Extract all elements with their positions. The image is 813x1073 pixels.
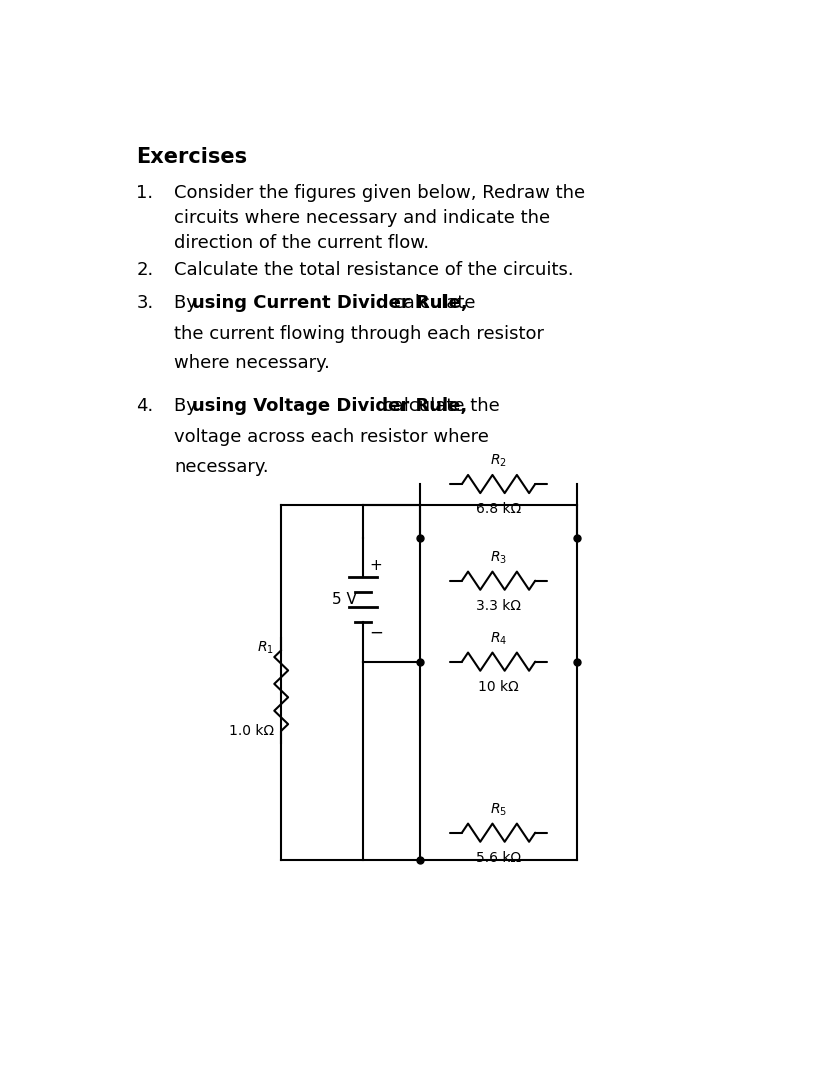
Text: 5.6 kΩ: 5.6 kΩ — [476, 851, 521, 865]
Text: calculate the: calculate the — [377, 397, 500, 415]
Text: 3.3 kΩ: 3.3 kΩ — [476, 599, 521, 613]
Text: Calculate the total resistance of the circuits.: Calculate the total resistance of the ci… — [174, 261, 574, 279]
Text: necessary.: necessary. — [174, 457, 269, 475]
Text: 2.: 2. — [137, 261, 154, 279]
Text: −: − — [369, 623, 383, 642]
Text: where necessary.: where necessary. — [174, 354, 330, 372]
Text: By: By — [174, 397, 202, 415]
Text: 1.: 1. — [137, 185, 154, 202]
Text: calculate: calculate — [389, 294, 476, 312]
Text: 4.: 4. — [137, 397, 154, 415]
Text: voltage across each resistor where: voltage across each resistor where — [174, 428, 489, 446]
Text: using Voltage Divider Rule,: using Voltage Divider Rule, — [192, 397, 467, 415]
Text: 6.8 kΩ: 6.8 kΩ — [476, 502, 521, 516]
Text: 5 V: 5 V — [332, 592, 357, 607]
Text: $R_3$: $R_3$ — [490, 549, 507, 565]
Text: 10 kΩ: 10 kΩ — [478, 680, 519, 694]
Text: +: + — [369, 558, 382, 573]
Text: $R_1$: $R_1$ — [257, 640, 274, 656]
Text: the current flowing through each resistor: the current flowing through each resisto… — [174, 324, 544, 342]
Text: $R_4$: $R_4$ — [490, 631, 507, 647]
Text: $R_5$: $R_5$ — [490, 802, 507, 818]
Text: Exercises: Exercises — [137, 147, 247, 167]
Text: $R_2$: $R_2$ — [490, 453, 507, 469]
Text: By: By — [174, 294, 202, 312]
Text: Consider the figures given below, Redraw the
circuits where necessary and indica: Consider the figures given below, Redraw… — [174, 185, 585, 252]
Text: using Current Divider Rule,: using Current Divider Rule, — [192, 294, 467, 312]
Text: 3.: 3. — [137, 294, 154, 312]
Text: 1.0 kΩ: 1.0 kΩ — [228, 723, 274, 737]
